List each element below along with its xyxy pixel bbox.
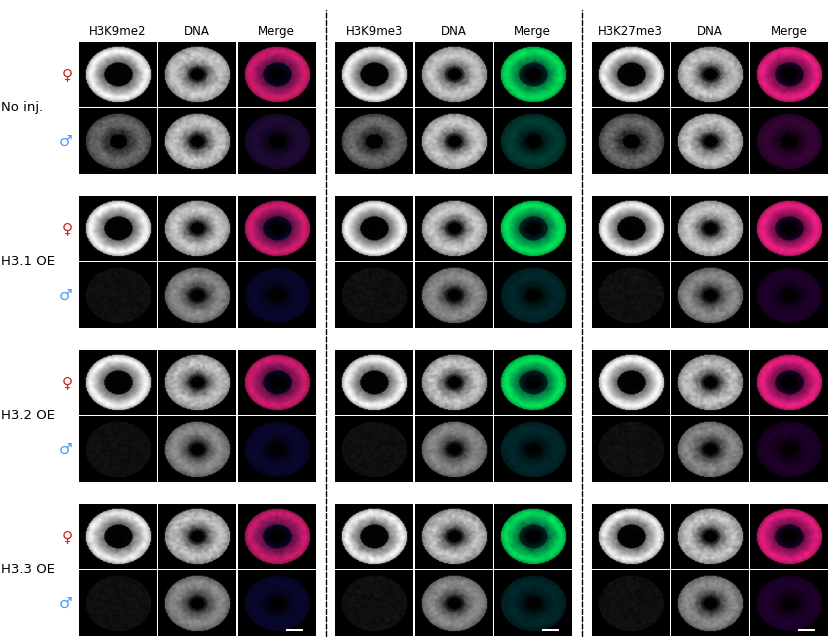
Text: Merge: Merge — [258, 25, 295, 38]
Text: ♀: ♀ — [62, 221, 72, 236]
Text: H3K27me3: H3K27me3 — [598, 25, 663, 38]
Text: ♂: ♂ — [59, 442, 72, 456]
Text: H3K9me3: H3K9me3 — [345, 25, 403, 38]
Text: ♂: ♂ — [59, 134, 72, 148]
Text: Merge: Merge — [514, 25, 551, 38]
Text: H3K9me2: H3K9me2 — [89, 25, 146, 38]
Text: DNA: DNA — [696, 25, 723, 38]
Text: ♀: ♀ — [62, 375, 72, 390]
Text: H3.3 OE: H3.3 OE — [1, 564, 55, 576]
Text: DNA: DNA — [440, 25, 467, 38]
Text: H3.1 OE: H3.1 OE — [1, 255, 55, 268]
Text: ♂: ♂ — [59, 596, 72, 611]
Text: ♀: ♀ — [62, 529, 72, 544]
Text: ♂: ♂ — [59, 288, 72, 302]
Text: No inj.: No inj. — [1, 101, 43, 114]
Text: DNA: DNA — [184, 25, 210, 38]
Text: H3.2 OE: H3.2 OE — [1, 409, 55, 422]
Text: Merge: Merge — [770, 25, 807, 38]
Text: ♀: ♀ — [62, 66, 72, 82]
